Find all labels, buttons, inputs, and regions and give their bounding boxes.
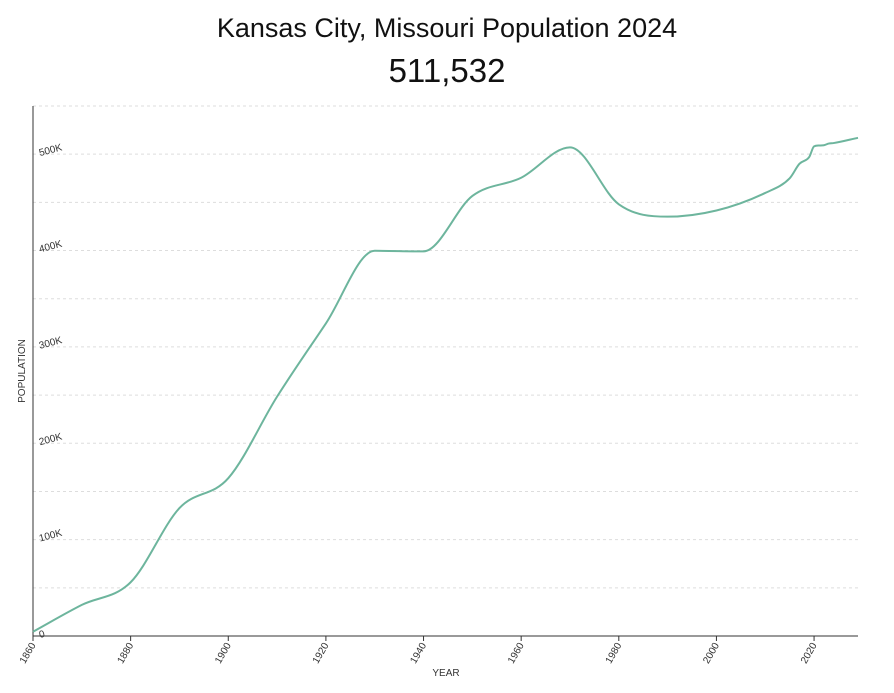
- chart-subtitle-population: 511,532: [388, 52, 506, 89]
- x-tick-label: 1880: [116, 641, 137, 666]
- x-tick-label: 1860: [18, 641, 39, 666]
- axes: [32, 106, 858, 637]
- x-tick-labels: 1860 1880 1900 1920 1940 1960 1980 2000 2020: [18, 636, 820, 666]
- population-series-line: [32, 136, 859, 633]
- y-tick-label: 400K: [38, 239, 64, 256]
- y-axis-title: POPULATION: [17, 339, 28, 403]
- x-tick-label: 2020: [799, 641, 820, 666]
- x-tick-label: 1900: [213, 641, 234, 666]
- y-tick-label: 100K: [38, 528, 64, 545]
- grid-lines: [33, 105, 858, 589]
- y-tick-label: 200K: [38, 431, 64, 448]
- y-tick-label: 300K: [38, 335, 64, 352]
- x-tick-label: 2000: [701, 641, 722, 666]
- x-tick-label: 1960: [506, 641, 527, 666]
- x-axis-title: YEAR: [432, 668, 459, 679]
- y-tick-labels: 0 100K 200K 300K 400K 500K: [38, 142, 64, 641]
- y-tick-label: 500K: [38, 142, 64, 159]
- x-tick-label: 1980: [604, 641, 625, 666]
- x-tick-label: 1920: [311, 641, 332, 666]
- x-tick-label: 1940: [408, 641, 429, 666]
- y-tick-label: 0: [38, 629, 47, 641]
- chart-title: Kansas City, Missouri Population 2024: [216, 13, 678, 43]
